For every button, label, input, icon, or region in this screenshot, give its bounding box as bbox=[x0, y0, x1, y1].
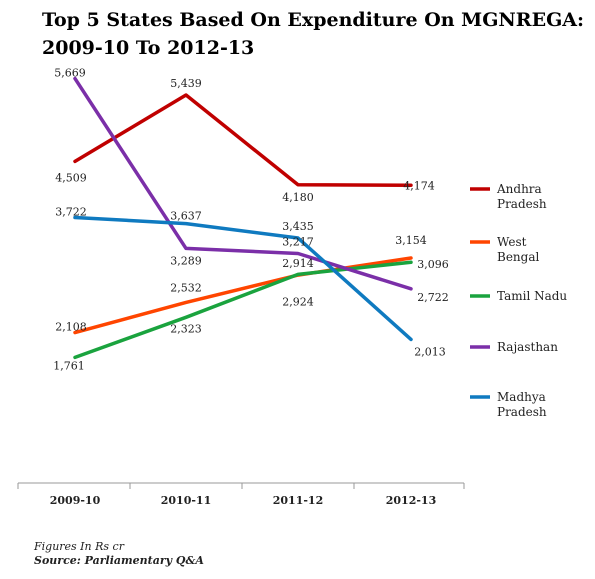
series-line-rajasthan bbox=[73, 76, 413, 291]
data-label-rajasthan-2009-10: 5,669 bbox=[54, 67, 86, 80]
data-label-madhya-pradesh-2009-10: 3,722 bbox=[55, 206, 87, 219]
series-line-madhya-pradesh bbox=[73, 215, 413, 342]
data-label-west-bengal-2011-12: 2,914 bbox=[282, 257, 314, 270]
x-tick-label-2009-10: 2009-10 bbox=[50, 494, 101, 507]
chart-title-line-1: Top 5 States Based On Expenditure On MGN… bbox=[42, 9, 585, 31]
data-label-rajasthan-2010-11: 3,289 bbox=[170, 254, 202, 267]
data-label-andhra-pradesh-2011-12: 4,180 bbox=[282, 191, 314, 204]
data-label-west-bengal-2010-11: 2,532 bbox=[170, 281, 202, 294]
x-tick-label-2012-13: 2012-13 bbox=[386, 494, 437, 507]
data-label-tamil-nadu-2012-13: 3,096 bbox=[417, 258, 449, 271]
legend-label-andhra-pradesh: Andhra Pradesh bbox=[496, 182, 547, 211]
units-note: Figures In Rs cr bbox=[34, 540, 124, 553]
data-label-rajasthan-2011-12: 3,217 bbox=[282, 236, 314, 249]
data-label-madhya-pradesh-2011-12: 3,435 bbox=[282, 220, 314, 233]
data-label-andhra-pradesh-2012-13: 4,174 bbox=[403, 179, 435, 192]
data-label-andhra-pradesh-2009-10: 4,509 bbox=[55, 171, 87, 184]
data-label-west-bengal-2009-10: 2,108 bbox=[55, 321, 87, 334]
series-line-tamil-nadu bbox=[73, 260, 413, 360]
legend-label-west-bengal: West Bengal bbox=[497, 235, 539, 264]
data-label-tamil-nadu-2009-10: 1,761 bbox=[53, 359, 85, 372]
legend-label-tamil-nadu: Tamil Nadu bbox=[497, 289, 567, 303]
source-note: Source: Parliamentary Q&A bbox=[34, 554, 204, 567]
data-label-andhra-pradesh-2010-11: 5,439 bbox=[170, 77, 202, 90]
data-label-rajasthan-2012-13: 2,722 bbox=[417, 291, 449, 304]
data-label-madhya-pradesh-2012-13: 2,013 bbox=[414, 345, 446, 358]
legend-label-rajasthan: Rajasthan bbox=[497, 340, 558, 354]
x-tick-label-2011-12: 2011-12 bbox=[273, 494, 324, 507]
data-label-tamil-nadu-2011-12: 2,924 bbox=[282, 295, 314, 308]
data-label-tamil-nadu-2010-11: 2,323 bbox=[170, 322, 202, 335]
legend-label-madhya-pradesh: Madhya Pradesh bbox=[497, 390, 547, 419]
data-label-west-bengal-2012-13: 3,154 bbox=[395, 234, 427, 247]
chart-title: Top 5 States Based On Expenditure On MGN… bbox=[42, 6, 587, 62]
data-label-madhya-pradesh-2010-11: 3,637 bbox=[170, 210, 202, 223]
x-tick-label-2010-11: 2010-11 bbox=[161, 494, 212, 507]
series-line-andhra-pradesh bbox=[73, 93, 413, 188]
chart-title-line-2: 2009-10 To 2012-13 bbox=[42, 37, 255, 59]
